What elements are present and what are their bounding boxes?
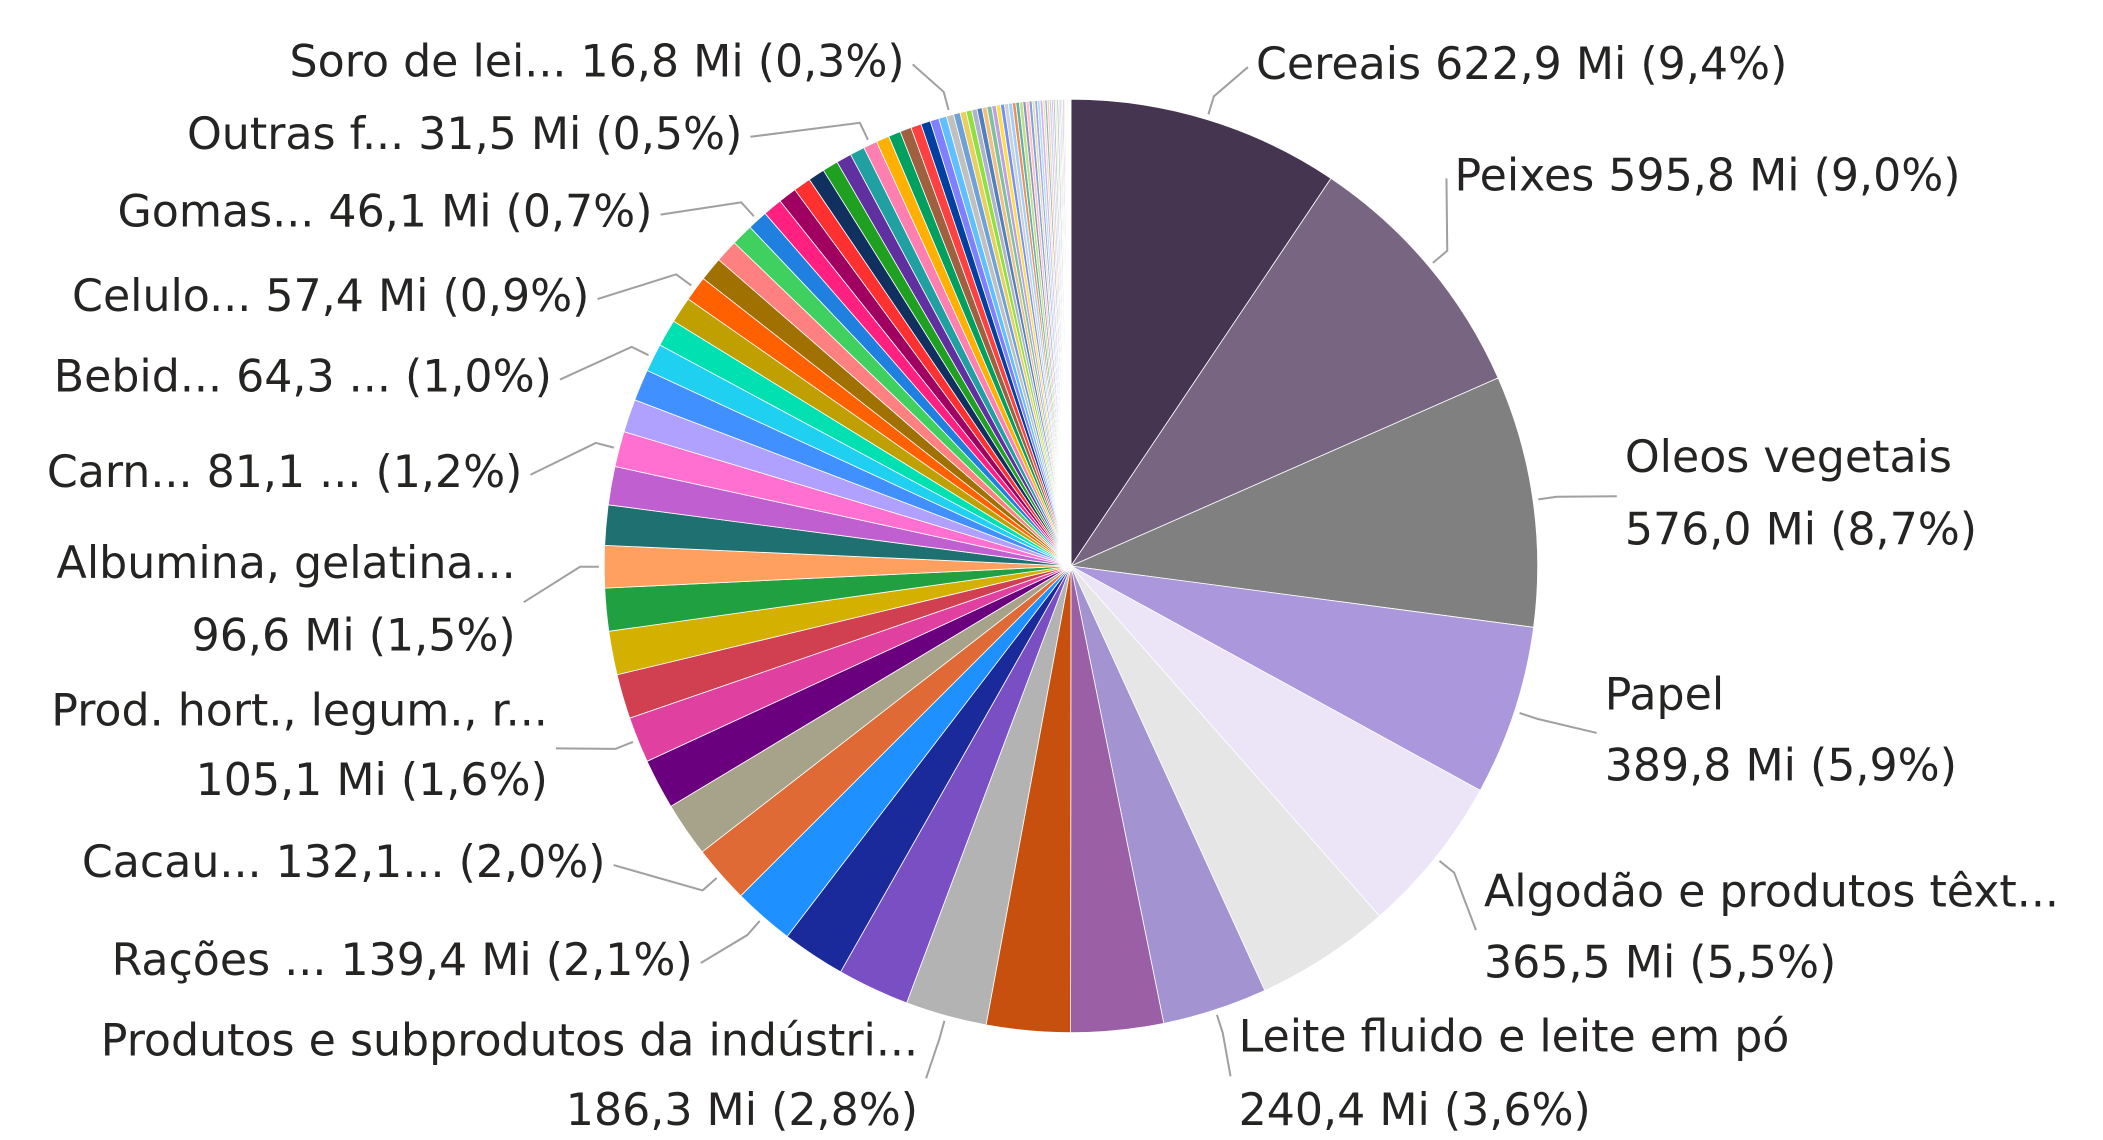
data-label: Gomas... 46,1 Mi (0,7%) [117,187,652,238]
leader-line [613,864,718,892]
data-label: Cacau... 132,1... (2,0%) [82,837,606,888]
data-label: Rações ... 139,4 Mi (2,1%) [112,935,693,986]
pie-slice [1070,565,1535,791]
leader-line [1438,860,1477,931]
label-value: 186,3 Mi (2,8%) [566,1085,918,1136]
data-label: Cereais 622,9 Mi (9,4%) [1256,39,1787,90]
label-name: Cereais [1256,39,1421,90]
label-name: Oleos vegetais [1625,432,1952,483]
leader-line [750,121,869,141]
leader-line [523,565,599,604]
leader-line [555,740,634,750]
data-label: Celulo... 57,4 Mi (0,9%) [72,271,589,322]
data-labels: Cereais 622,9 Mi (9,4%) Peixes 595,8 Mi (… [47,36,2059,1136]
leader-line [1432,178,1449,264]
label-value: 240,4 Mi (3,6%) [1239,1085,1591,1136]
label-value: 64,3 ... (1,0%) [236,352,552,403]
leader-line [530,441,615,476]
label-name: Cacau... [82,837,262,888]
label-value: 389,8 Mi (5,9%) [1605,740,1957,791]
label-name: Outras f... [187,109,404,160]
leader-line [1215,1014,1232,1077]
leader-line [1519,712,1597,734]
data-label: Soro de lei... 16,8 Mi (0,3%) [290,36,905,87]
leader-line [1207,66,1249,115]
label-name: Bebid... [54,352,222,403]
leader-line [660,201,755,217]
label-name: Rações ... [112,935,327,986]
label-value: 139,4 Mi (2,1%) [341,935,693,986]
leader-line [912,63,950,111]
label-value: 365,5 Mi (5,5%) [1484,938,1836,989]
label-value: 81,1 ... (1,2%) [207,447,523,498]
label-name: Produtos e subprodutos da indústri... [101,1015,918,1066]
label-value: 132,1... (2,0%) [276,837,606,888]
pie [603,98,1539,1034]
label-value: 105,1 Mi (1,6%) [196,755,548,806]
label-name: Papel [1605,669,1724,720]
leader-line [597,273,692,301]
label-value: 31,5 Mi (0,5%) [418,109,742,160]
label-name: Carn... [47,447,193,498]
label-name: Leite fluido e leite em pó [1239,1011,1790,1062]
label-name: Albumina, gelatina... [57,538,516,589]
label-name: Peixes [1455,150,1595,201]
data-label: Bebid... 64,3 ... (1,0%) [54,352,552,403]
label-value: 46,1 Mi (0,7%) [328,187,652,238]
data-label: Peixes 595,8 Mi (9,0%) [1455,150,1961,201]
label-name: Celulo... [72,271,251,322]
label-value: 57,4 Mi (0,9%) [265,271,589,322]
label-name: Algodão e produtos têxt... [1484,867,2059,918]
pie-slice [1070,98,1332,568]
label-value: 576,0 Mi (8,7%) [1625,504,1977,555]
leader-line [925,1020,946,1079]
label-value: 16,8 Mi (0,3%) [581,36,905,87]
data-label: Carn... 81,1 ... (1,2%) [47,447,523,498]
leader-line [1538,495,1617,501]
label-value: 622,9 Mi (9,4%) [1435,39,1787,90]
label-value: 96,6 Mi (1,5%) [192,610,516,661]
leader-line [559,345,649,381]
pie-slice [1069,377,1539,628]
pie-slice [1069,177,1499,567]
data-label: Outras f... 31,5 Mi (0,5%) [187,109,742,160]
label-name: Prod. hort., legum., r... [51,686,548,737]
label-name: Gomas... [117,187,314,238]
pie-slice [1070,565,1481,917]
label-name: Soro de lei... [290,36,567,87]
label-value: 595,8 Mi (9,0%) [1608,150,1960,201]
leader-line [700,920,761,964]
